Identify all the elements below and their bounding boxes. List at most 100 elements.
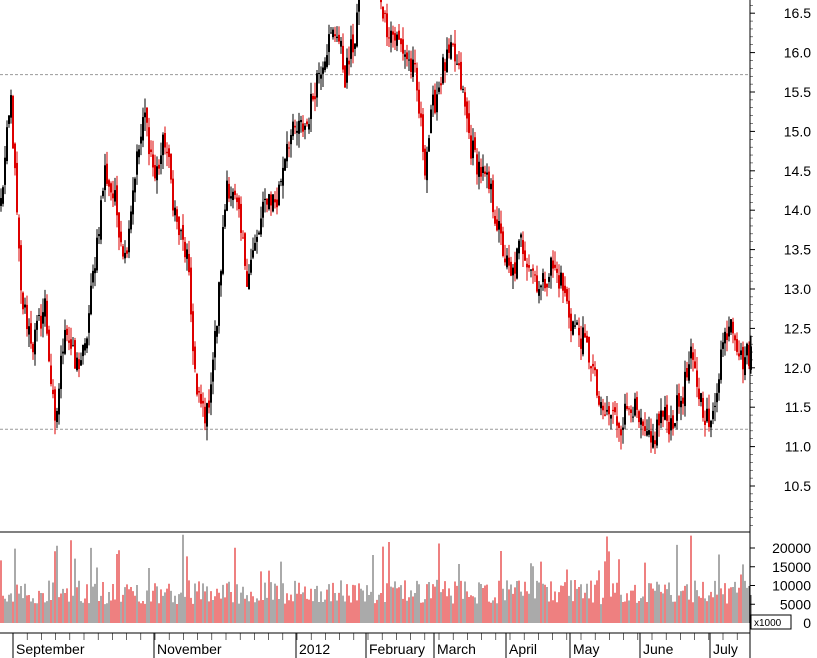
candle-body: [468, 113, 470, 133]
candle-body: [636, 397, 638, 410]
candle-body: [482, 166, 484, 173]
candle-body: [102, 190, 104, 197]
candle-body: [256, 236, 258, 242]
month-label: 2012: [299, 641, 330, 657]
candle-body: [202, 400, 204, 404]
candle-body: [566, 289, 568, 302]
candle-body: [682, 397, 684, 404]
candle-body: [746, 343, 748, 356]
candle-body: [740, 350, 742, 356]
candle-body: [744, 357, 746, 376]
candle-body: [610, 414, 612, 419]
candle-body: [212, 359, 214, 382]
candle-body: [252, 250, 254, 258]
candle-body: [48, 329, 50, 362]
candle-body: [436, 94, 438, 113]
price-tick-label: 15.0: [784, 123, 811, 139]
candle-body: [242, 237, 244, 239]
month-label: March: [437, 641, 476, 657]
candle-body: [460, 61, 462, 90]
candle-body: [224, 209, 226, 227]
candle-body: [462, 88, 464, 90]
candle-body: [18, 217, 20, 249]
candle-body: [666, 404, 668, 421]
price-tick-label: 13.5: [784, 242, 811, 258]
candle-body: [210, 384, 212, 403]
candle-body: [284, 158, 286, 171]
candle-body: [76, 357, 78, 371]
candle-body: [426, 151, 428, 181]
candle-body: [90, 285, 92, 315]
candle-body: [444, 62, 446, 71]
candle-body: [514, 262, 516, 274]
candle-body: [738, 353, 740, 357]
candle-body: [276, 199, 278, 208]
candle-body: [150, 149, 152, 152]
candle-body: [680, 400, 682, 408]
candle-body: [728, 326, 730, 337]
candle-body: [556, 268, 558, 273]
candle-body: [332, 29, 334, 38]
candle-body: [296, 130, 298, 133]
candle-body: [118, 212, 120, 238]
candle-body: [454, 43, 456, 62]
candle-body: [334, 34, 336, 37]
candle-body: [458, 63, 460, 66]
candle-body: [718, 379, 720, 393]
candle-body: [534, 274, 536, 276]
candle-body: [592, 363, 594, 367]
candle-body: [42, 312, 44, 324]
candle-body: [522, 240, 524, 255]
candle-body: [300, 119, 302, 123]
candle-body: [476, 154, 478, 175]
candle-body: [206, 403, 208, 427]
candle-body: [638, 411, 640, 423]
candle-body: [306, 121, 308, 125]
candle-body: [20, 245, 22, 291]
candle-body: [230, 196, 232, 199]
candle-body: [660, 410, 662, 424]
candle-body: [128, 228, 130, 253]
candle-body: [552, 260, 554, 269]
candle-body: [156, 166, 158, 181]
candle-body: [274, 199, 276, 203]
candle-body: [500, 223, 502, 234]
candle-body: [696, 370, 698, 387]
candle-body: [34, 329, 36, 355]
candle-body: [80, 360, 82, 366]
candle-body: [320, 74, 322, 79]
candle-body: [526, 263, 528, 268]
month-label: July: [713, 641, 738, 657]
candle-body: [14, 143, 16, 169]
volume-unit-label: x1000: [754, 618, 782, 629]
candle-body: [218, 282, 220, 326]
candle-body: [700, 393, 702, 402]
candle-body: [672, 415, 674, 429]
candle-body: [502, 231, 504, 256]
candle-body: [624, 403, 626, 425]
candle-body: [504, 258, 506, 263]
candle-body: [104, 165, 106, 191]
candle-body: [488, 171, 490, 190]
candle-body: [492, 180, 494, 213]
candle-body: [382, 6, 384, 19]
candle-body: [694, 361, 696, 369]
candle-body: [280, 181, 282, 183]
volume-tick-label: 5000: [780, 596, 811, 612]
candle-body: [546, 283, 548, 288]
candle-body: [16, 162, 18, 213]
candle-body: [168, 148, 170, 157]
candle-body: [52, 389, 54, 395]
candle-body: [562, 273, 564, 291]
candle-body: [634, 398, 636, 416]
candle-body: [200, 394, 202, 404]
candle-body: [198, 391, 200, 393]
candle-body: [714, 405, 716, 408]
candle-body: [588, 336, 590, 363]
candle-body: [134, 178, 136, 193]
candle-body: [688, 364, 690, 381]
candle-body: [412, 59, 414, 77]
candle-body: [138, 149, 140, 158]
candle-body: [36, 320, 38, 330]
candle-body: [350, 39, 352, 59]
